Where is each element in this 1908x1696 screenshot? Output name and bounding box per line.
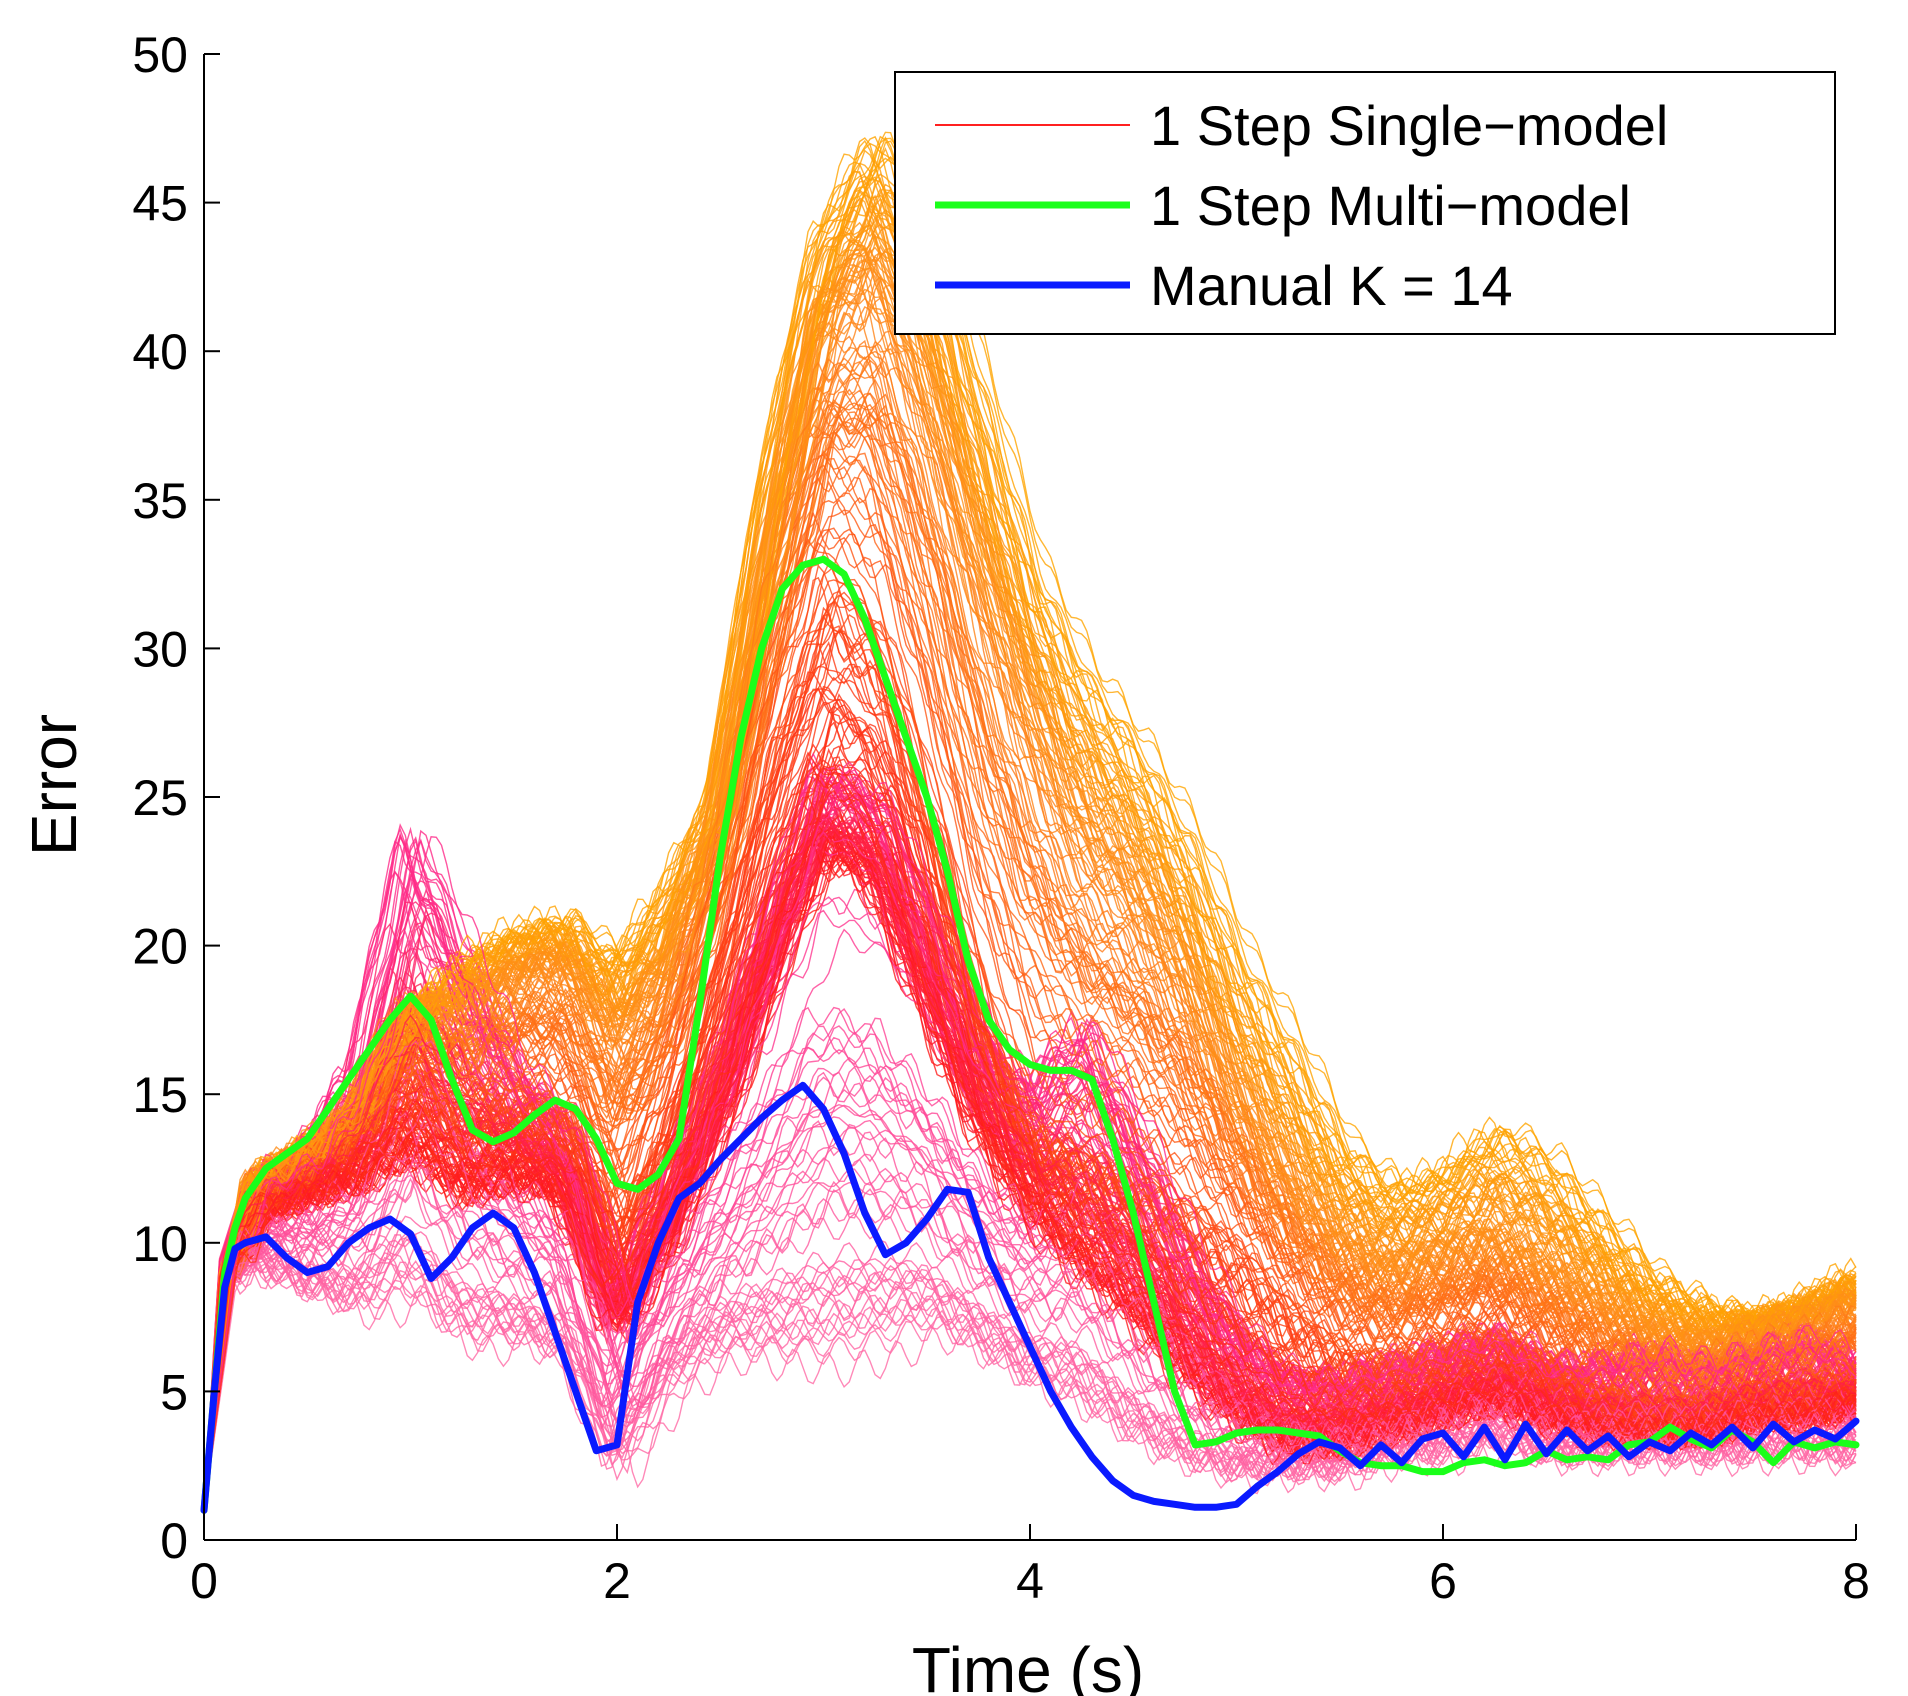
single-model-curve xyxy=(203,784,1857,1511)
y-tick-label: 10 xyxy=(132,1216,188,1272)
manual-k-line xyxy=(200,1081,1860,1514)
single-model-curve xyxy=(203,413,1857,1511)
single-model-curve xyxy=(203,498,1857,1511)
y-tick-label: 35 xyxy=(132,473,188,529)
y-tick-label: 0 xyxy=(160,1513,188,1569)
x-tick-label: 2 xyxy=(603,1553,631,1609)
single-model-band xyxy=(203,131,1857,1511)
single-model-curve xyxy=(203,1174,1857,1511)
single-model-curve xyxy=(203,196,1857,1511)
single-model-curve xyxy=(203,335,1857,1511)
single-model-curve xyxy=(203,538,1857,1511)
y-axis-label: Error xyxy=(18,714,90,856)
y-tick-label: 25 xyxy=(132,770,188,826)
single-model-curve xyxy=(203,640,1857,1511)
single-model-curve xyxy=(203,1056,1857,1511)
y-tick-label: 5 xyxy=(160,1364,188,1420)
single-model-curve xyxy=(203,250,1857,1511)
single-model-curve xyxy=(203,757,1857,1511)
legend-label-multi-model: 1 Step Multi−model xyxy=(1150,174,1631,237)
y-tick-label: 20 xyxy=(132,919,188,975)
single-model-curve xyxy=(203,1158,1857,1511)
x-tick-label: 8 xyxy=(1842,1553,1870,1609)
y-tick-label: 45 xyxy=(132,176,188,232)
single-model-curve xyxy=(203,751,1857,1511)
single-model-curve xyxy=(203,410,1857,1511)
multi-model-line xyxy=(200,555,1860,1514)
single-model-curve xyxy=(203,403,1857,1511)
single-model-curve xyxy=(203,761,1857,1511)
x-tick-label: 0 xyxy=(190,1553,218,1609)
single-model-curve xyxy=(203,297,1857,1511)
single-model-curve xyxy=(203,831,1857,1511)
legend-label-single-model: 1 Step Single−model xyxy=(1150,94,1668,157)
single-model-curve xyxy=(203,625,1857,1511)
single-model-curve xyxy=(203,1262,1857,1511)
single-model-curve xyxy=(203,137,1857,1511)
y-tick-label: 50 xyxy=(132,27,188,83)
single-model-curve xyxy=(203,1244,1857,1511)
single-model-curve xyxy=(203,1112,1857,1511)
single-model-curve xyxy=(203,813,1857,1511)
y-tick-label: 15 xyxy=(132,1067,188,1123)
single-model-curve xyxy=(203,223,1857,1511)
single-model-curve xyxy=(203,1215,1857,1511)
single-model-curve xyxy=(203,1115,1857,1511)
single-model-curve xyxy=(203,251,1857,1511)
single-model-curve xyxy=(203,179,1857,1511)
single-model-curve xyxy=(203,183,1857,1511)
single-model-curve xyxy=(203,1159,1857,1511)
single-model-curve xyxy=(203,142,1857,1511)
single-model-curve xyxy=(203,454,1857,1511)
legend: 1 Step Single−model 1 Step Multi−model M… xyxy=(894,71,1836,335)
single-model-curve xyxy=(203,723,1857,1511)
series-lines xyxy=(200,555,1860,1514)
single-model-curve xyxy=(203,209,1857,1511)
single-model-curve xyxy=(203,835,1857,1511)
plot-area xyxy=(200,131,1860,1514)
y-tick-label: 30 xyxy=(132,621,188,677)
single-model-curve xyxy=(203,244,1857,1511)
single-model-curve xyxy=(203,631,1857,1511)
single-model-curve xyxy=(203,248,1857,1511)
axes: 0 2 4 6 8 0 5 10 15 20 25 30 35 40 45 50 xyxy=(132,27,1870,1609)
single-model-curve xyxy=(203,820,1857,1511)
x-tick-label: 6 xyxy=(1429,1553,1457,1609)
y-tick-label: 40 xyxy=(132,324,188,380)
single-model-curve xyxy=(203,267,1857,1511)
single-model-curve xyxy=(203,403,1857,1511)
x-tick-label: 4 xyxy=(1016,1553,1044,1609)
legend-label-manual-k: Manual K = 14 xyxy=(1150,254,1513,317)
x-axis-label: Time (s) xyxy=(912,1634,1144,1696)
single-model-curve xyxy=(203,226,1857,1511)
